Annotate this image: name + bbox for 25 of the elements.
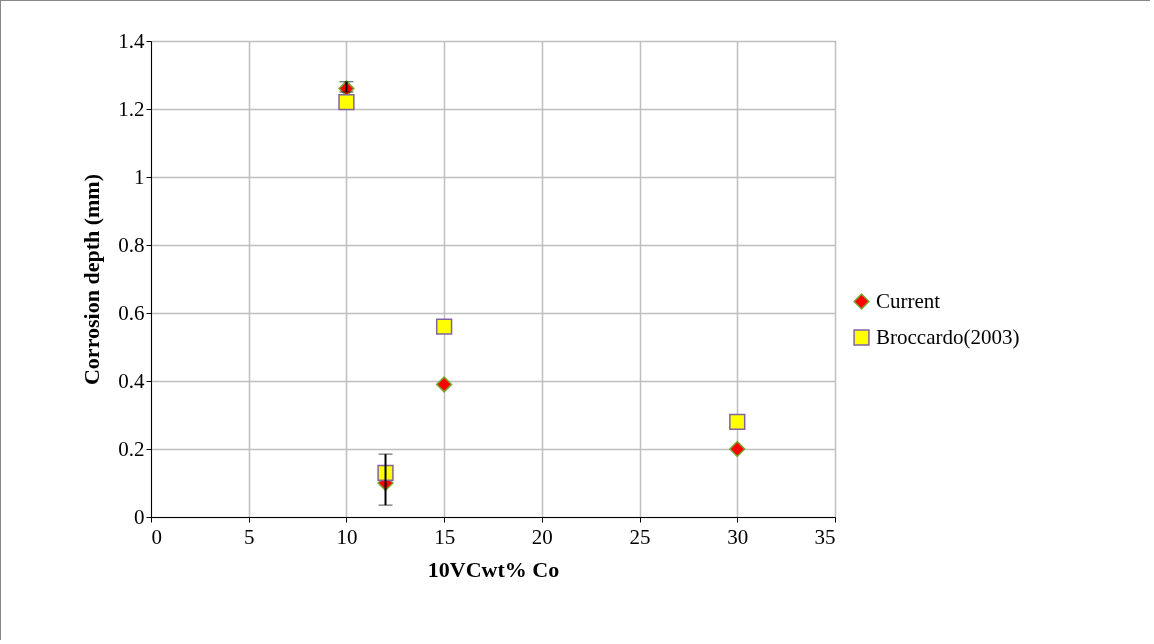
point <box>435 376 453 393</box>
legend-label: Broccardo(2003) <box>876 324 1020 349</box>
x-tick-label: 30 <box>727 524 749 549</box>
x-tick-label: 10 <box>336 524 358 549</box>
y-tick-label: 1 <box>134 164 145 189</box>
y-tick-label: 0 <box>134 504 145 529</box>
y-tick-label: 1.4 <box>118 28 145 53</box>
y-axis-title: Corrosion depth (mm) <box>79 173 105 386</box>
y-tick-label: 0.8 <box>118 232 145 257</box>
x-axis-title: 10VCwt% Co <box>427 556 560 582</box>
y-tick-label: 0.4 <box>118 368 145 393</box>
x-tick-label: 5 <box>243 524 255 549</box>
x-tick-label: 15 <box>434 524 456 549</box>
x-tick-label: 20 <box>531 524 553 549</box>
y-tick-label: 1.2 <box>118 96 145 121</box>
point <box>729 440 746 458</box>
point <box>338 94 355 111</box>
point <box>729 413 746 430</box>
y-tick-label: 0.6 <box>118 300 145 325</box>
point <box>435 318 453 335</box>
x-tick-label: 25 <box>629 524 651 549</box>
legend-label: Current <box>876 288 941 313</box>
x-tick-label: 0 <box>151 524 162 549</box>
y-tick-label: 0.2 <box>118 436 145 461</box>
x-tick-label: 35 <box>814 524 836 549</box>
